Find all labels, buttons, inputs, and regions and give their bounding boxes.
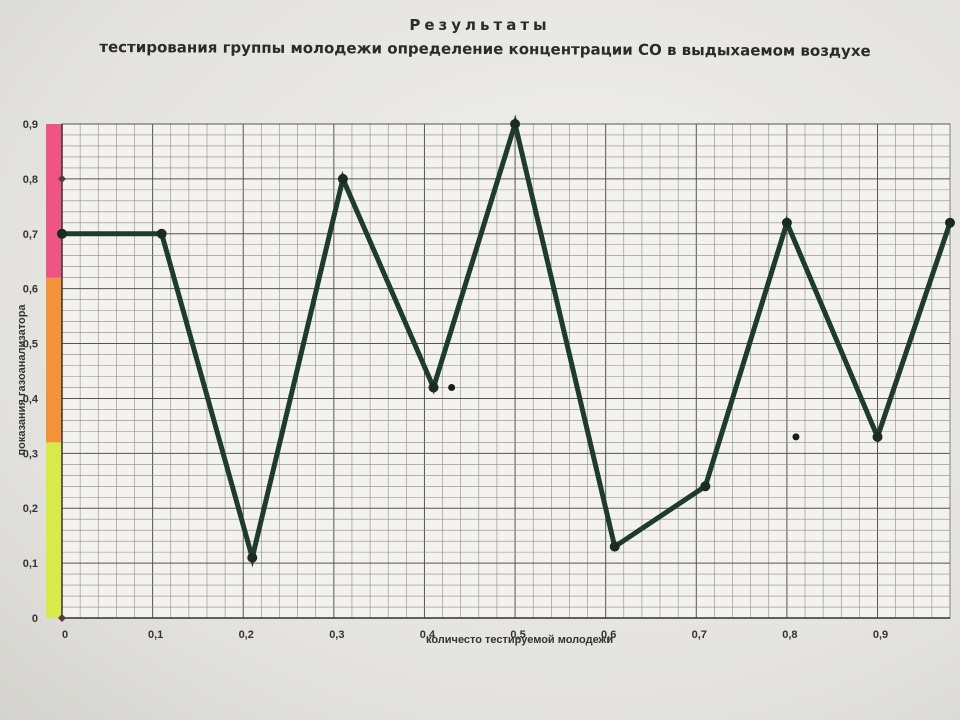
x-tick-label: 0,1 xyxy=(148,629,163,641)
y-tick-label: 0,2 xyxy=(23,503,38,515)
color-scale-band xyxy=(46,277,62,443)
y-tick-label: 0 xyxy=(32,613,38,625)
x-tick-label: 0,7 xyxy=(692,629,707,641)
color-scale-band xyxy=(46,124,62,278)
data-point xyxy=(781,217,792,228)
y-tick-label: 0,6 xyxy=(23,284,38,296)
data-point xyxy=(945,217,955,228)
data-point xyxy=(872,431,883,442)
plot-area xyxy=(61,123,951,619)
x-tick-label: 0,8 xyxy=(782,629,797,641)
x-axis-label: количесто тестируемой молодежи xyxy=(426,634,614,646)
x-tick-label: 0,3 xyxy=(329,629,344,641)
axis-marker xyxy=(58,614,66,622)
stray-point xyxy=(792,433,800,441)
y-tick-label: 0,7 xyxy=(23,229,38,241)
x-tick-label: 0,2 xyxy=(239,629,254,641)
data-point xyxy=(57,228,67,239)
x-tick-label: 0,6 xyxy=(601,629,616,641)
data-point xyxy=(247,552,258,563)
data-point xyxy=(337,173,348,184)
y-axis-label: показания газоанализатора xyxy=(16,304,28,456)
y-tick-label: 0,9 xyxy=(23,119,38,131)
y-tick-label: 0,8 xyxy=(23,174,38,186)
color-scale-band xyxy=(46,442,62,618)
axis-marker xyxy=(58,174,66,183)
x-tick-label: 0 xyxy=(62,629,68,641)
stray-point xyxy=(448,383,456,391)
y-tick-label: 0,5 xyxy=(23,339,38,351)
y-tick-label: 0,4 xyxy=(23,393,39,405)
y-tick-label: 0,3 xyxy=(23,448,38,460)
x-tick-label: 0,4 xyxy=(420,629,436,641)
data-point xyxy=(156,228,167,239)
chart-title: Результаты xyxy=(409,16,551,34)
data-point xyxy=(510,119,521,129)
data-point xyxy=(609,541,620,552)
x-tick-label: 0,5 xyxy=(510,629,525,641)
data-point xyxy=(428,382,439,393)
data-point xyxy=(700,481,711,492)
y-tick-label: 0,1 xyxy=(23,558,38,570)
x-tick-label: 0,9 xyxy=(873,629,888,641)
